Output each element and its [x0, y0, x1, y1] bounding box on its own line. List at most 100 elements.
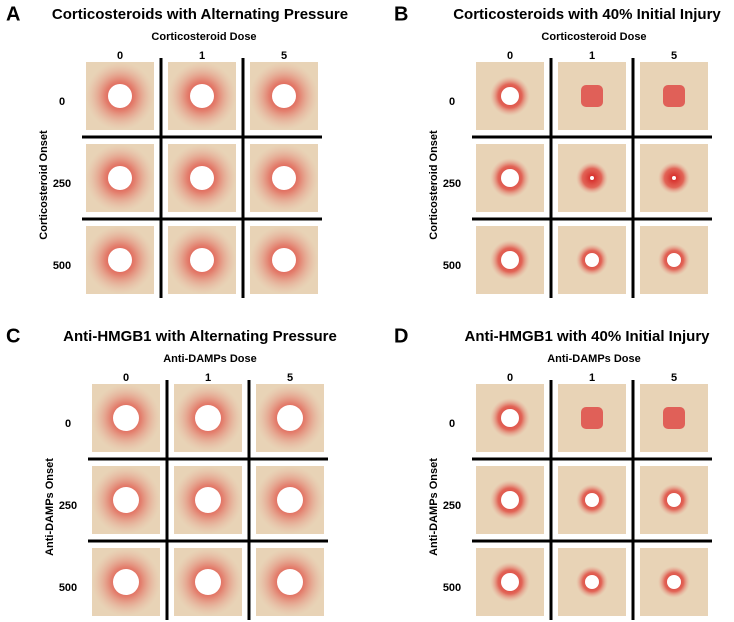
column-label: 1 — [205, 372, 211, 384]
image-cell — [476, 62, 544, 130]
lesion — [663, 85, 685, 107]
x-axis-label: Corticosteroid Dose — [541, 31, 646, 43]
wound — [108, 166, 132, 190]
image-cell — [476, 384, 544, 452]
row-label: 0 — [59, 96, 65, 108]
wound — [190, 166, 214, 190]
column-label: 5 — [281, 50, 287, 62]
image-cell — [640, 62, 708, 130]
y-axis-label: Corticosteroid Onset — [38, 130, 50, 240]
row-label: 0 — [449, 96, 455, 108]
x-axis-label: Corticosteroid Dose — [151, 31, 256, 43]
wound — [585, 493, 599, 507]
wound — [501, 573, 519, 591]
wound — [113, 405, 139, 431]
panel-title: Anti-HMGB1 with Alternating Pressure — [63, 328, 337, 345]
wound — [501, 491, 519, 509]
x-axis-label: Anti-DAMPs Dose — [163, 353, 257, 365]
column-label: 1 — [589, 50, 595, 62]
image-cell — [86, 226, 154, 294]
image-cell — [476, 144, 544, 212]
image-cell — [92, 466, 160, 534]
image-cell — [86, 144, 154, 212]
wound — [190, 84, 214, 108]
wound — [277, 569, 303, 595]
column-label: 5 — [671, 50, 677, 62]
row-label: 500 — [59, 582, 77, 594]
image-cell — [256, 548, 324, 616]
row-label: 250 — [53, 178, 71, 190]
image-cell — [640, 384, 708, 452]
row-label: 500 — [53, 260, 71, 272]
lesion — [581, 407, 603, 429]
wound — [501, 409, 519, 427]
image-cell — [640, 226, 708, 294]
wound — [108, 84, 132, 108]
wound — [195, 405, 221, 431]
wound — [501, 251, 519, 269]
panel-title: Corticosteroids with Alternating Pressur… — [52, 6, 348, 23]
image-cell — [476, 226, 544, 294]
image-cell — [92, 548, 160, 616]
column-label: 1 — [199, 50, 205, 62]
image-cell — [250, 144, 318, 212]
panel-title: Anti-HMGB1 with 40% Initial Injury — [464, 328, 710, 345]
image-cell — [476, 466, 544, 534]
column-label: 0 — [117, 50, 123, 62]
image-cell — [174, 548, 242, 616]
row-label: 250 — [443, 178, 461, 190]
panel-letter: A — [6, 3, 20, 25]
wound — [195, 569, 221, 595]
image-cell — [174, 466, 242, 534]
column-label: 1 — [589, 372, 595, 384]
wound — [272, 84, 296, 108]
image-cell — [558, 548, 626, 616]
image-cell — [558, 466, 626, 534]
image-cell — [250, 62, 318, 130]
image-cell — [476, 548, 544, 616]
column-label: 0 — [507, 372, 513, 384]
column-label: 0 — [123, 372, 129, 384]
wound — [113, 487, 139, 513]
y-axis-label: Anti-DAMPs Onset — [44, 458, 56, 556]
wound — [667, 253, 681, 267]
wound — [501, 169, 519, 187]
wound — [501, 87, 519, 105]
wound — [113, 569, 139, 595]
image-cell — [168, 226, 236, 294]
column-label: 0 — [507, 50, 513, 62]
panel-letter: D — [394, 325, 408, 347]
image-cell — [92, 384, 160, 452]
wound — [672, 176, 676, 180]
panel-title: Corticosteroids with 40% Initial Injury — [453, 6, 721, 23]
image-cell — [640, 144, 708, 212]
x-axis-label: Anti-DAMPs Dose — [547, 353, 641, 365]
panel-letter: C — [6, 325, 20, 347]
image-cell — [174, 384, 242, 452]
row-label: 500 — [443, 582, 461, 594]
image-cell — [558, 144, 626, 212]
wound — [277, 487, 303, 513]
image-cell — [250, 226, 318, 294]
y-axis-label: Corticosteroid Onset — [428, 130, 440, 240]
panel-letter: B — [394, 3, 408, 25]
wound — [277, 405, 303, 431]
image-cell — [86, 62, 154, 130]
lesion — [581, 85, 603, 107]
row-label: 0 — [65, 418, 71, 430]
wound — [190, 248, 214, 272]
image-cell — [256, 466, 324, 534]
column-label: 5 — [671, 372, 677, 384]
wound — [585, 253, 599, 267]
image-cell — [558, 384, 626, 452]
row-label: 500 — [443, 260, 461, 272]
image-cell — [256, 384, 324, 452]
image-cell — [640, 466, 708, 534]
wound — [667, 575, 681, 589]
image-cell — [558, 226, 626, 294]
image-cell — [168, 62, 236, 130]
wound — [195, 487, 221, 513]
image-cell — [640, 548, 708, 616]
wound — [272, 248, 296, 272]
